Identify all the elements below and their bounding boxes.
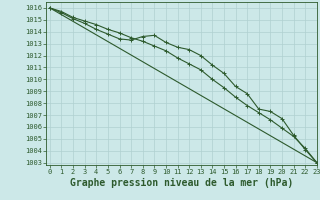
X-axis label: Graphe pression niveau de la mer (hPa): Graphe pression niveau de la mer (hPa)	[70, 178, 293, 188]
